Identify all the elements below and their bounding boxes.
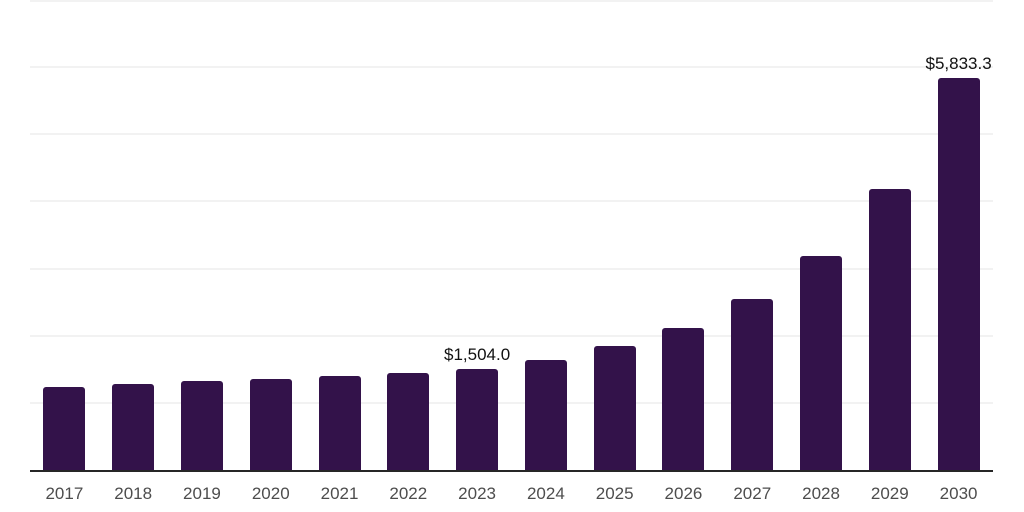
x-tick-label-2019: 2019: [183, 484, 221, 503]
x-tick-label-2025: 2025: [595, 484, 634, 503]
bar-2018: [112, 384, 155, 470]
bar-2029: [868, 188, 911, 470]
x-tick-label-2027: 2027: [733, 484, 772, 503]
gridline-6000: [30, 66, 993, 69]
x-tick-label-2023: 2023: [458, 484, 497, 503]
bar-value-label-2030: $5,833.3: [925, 54, 992, 74]
bar-2022: [387, 372, 430, 470]
bar-2025: [593, 346, 636, 470]
x-tick-label-2020: 2020: [251, 484, 290, 503]
x-tick-label-2026: 2026: [664, 484, 703, 503]
x-tick-label-2017: 2017: [45, 484, 84, 503]
gridline-2000: [30, 334, 993, 337]
bar-2030: [937, 78, 980, 470]
bar-2020: [249, 378, 292, 470]
plot-area: $1,504.0 $5,833.3: [30, 0, 993, 472]
x-tick-label-2021: 2021: [320, 484, 359, 503]
gridline-3000: [30, 267, 993, 270]
x-tick-label-2024: 2024: [526, 484, 565, 503]
gridline-1000: [30, 401, 993, 404]
bar-2024: [524, 359, 567, 470]
bar-2026: [662, 327, 705, 470]
bar-2028: [800, 255, 843, 470]
bar-2021: [318, 376, 361, 470]
bar-2027: [731, 298, 774, 470]
x-tick-label-2029: 2029: [870, 484, 909, 503]
gridline-5000: [30, 133, 993, 136]
gridline-7000: [30, 0, 993, 2]
bar-2023: [456, 369, 499, 470]
x-tick-label-2018: 2018: [114, 484, 153, 503]
bar-2017: [43, 386, 86, 470]
x-tick-label-2022: 2022: [389, 484, 428, 503]
x-axis-labels: 2017 2018 2019 2020 2021 2022 2023 2024 2025 2026…: [30, 472, 993, 512]
bar-value-label-2023: $1,504.0: [444, 345, 511, 365]
gridline-4000: [30, 200, 993, 203]
x-tick-label-2028: 2028: [802, 484, 840, 503]
bar-2019: [180, 380, 223, 470]
x-tick-label-2030: 2030: [939, 484, 978, 503]
